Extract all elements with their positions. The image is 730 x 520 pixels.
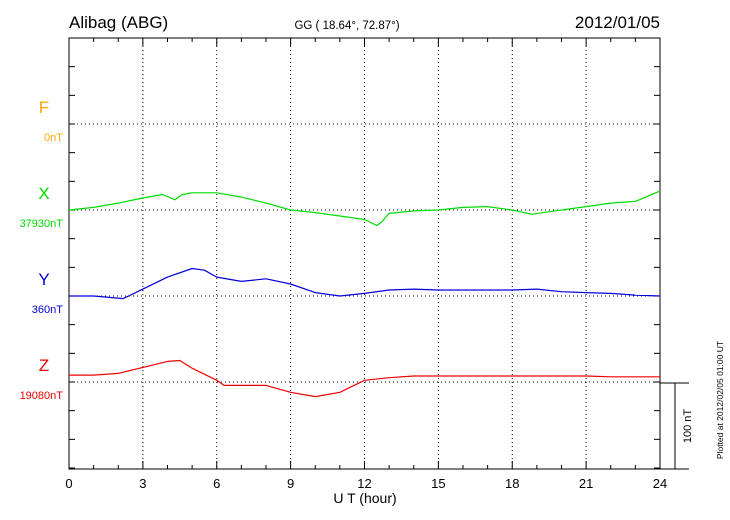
grid-layer bbox=[69, 38, 660, 469]
x-tick-label: 21 bbox=[579, 476, 593, 491]
x-tick-label: 18 bbox=[505, 476, 519, 491]
x-tick-label: 24 bbox=[653, 476, 667, 491]
x-tick-label: 9 bbox=[287, 476, 294, 491]
geo-coordinates: GG ( 18.64°, 72.87°) bbox=[294, 20, 399, 32]
component-name-f: F bbox=[39, 98, 49, 117]
ticks-layer: 0 3 6 9 12 15 18 21 24 bbox=[65, 37, 667, 491]
scale-bar-label: 100 nT bbox=[682, 409, 694, 444]
series-line-x bbox=[68, 190, 661, 227]
component-labels: F 0nT X 37930nT Y 360nT Z 19080nT bbox=[20, 98, 64, 402]
series-line-y bbox=[69, 267, 661, 300]
component-name-x: X bbox=[38, 184, 49, 203]
baseline-value-y: 360nT bbox=[32, 304, 63, 316]
x-tick-label: 15 bbox=[431, 476, 445, 491]
scale-bar: 100 nT bbox=[660, 382, 694, 470]
baseline-value-x: 37930nT bbox=[20, 218, 64, 230]
series-layer bbox=[68, 190, 661, 398]
baseline-value-z: 19080nT bbox=[20, 390, 64, 402]
x-axis-label: U T (hour) bbox=[333, 490, 396, 506]
station-title: Alibag (ABG) bbox=[69, 13, 168, 32]
plot-date: 2012/01/05 bbox=[575, 13, 660, 32]
component-name-z: Z bbox=[39, 356, 49, 375]
x-tick-label: 0 bbox=[65, 476, 72, 491]
x-tick-label: 3 bbox=[139, 476, 146, 491]
series-line-z bbox=[69, 359, 660, 398]
x-tick-label: 12 bbox=[357, 476, 371, 491]
plotted-at-note: Plotted at 2012/02/05 01:00 UT bbox=[715, 341, 725, 459]
component-name-y: Y bbox=[38, 270, 49, 289]
baseline-value-f: 0nT bbox=[44, 132, 63, 144]
x-tick-label: 6 bbox=[213, 476, 220, 491]
